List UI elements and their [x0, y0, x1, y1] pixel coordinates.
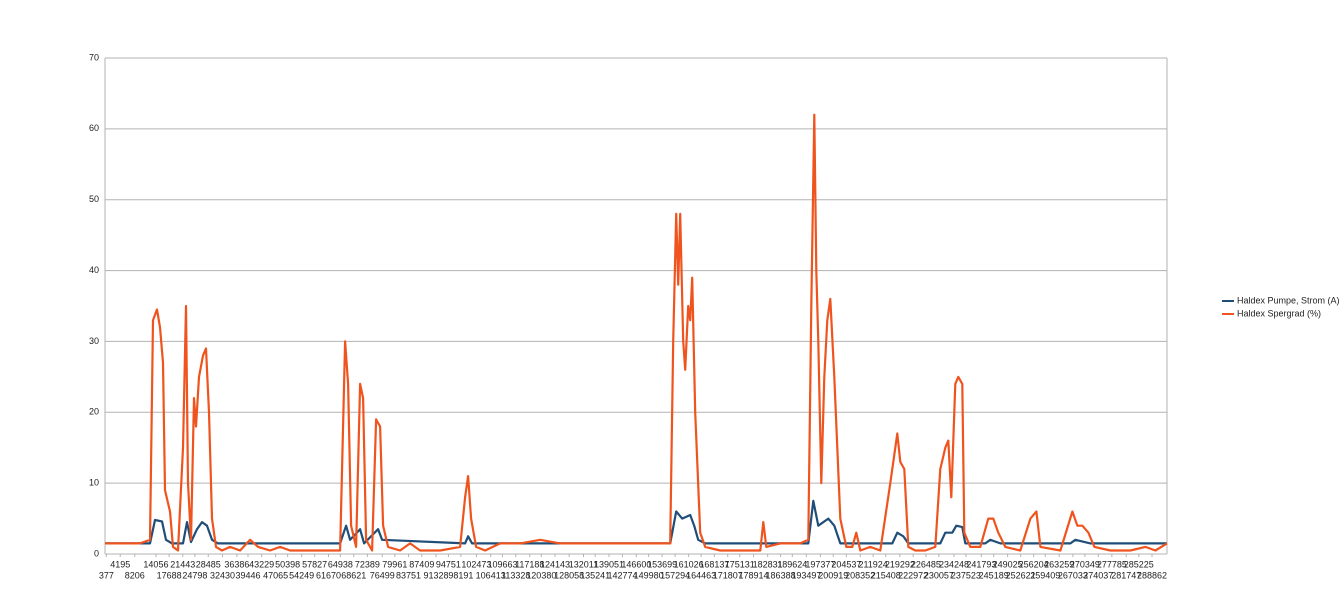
x-tick-label: 61670: [316, 570, 341, 580]
x-tick-label: 57827: [302, 559, 327, 569]
x-tick-label: 91328: [424, 570, 449, 580]
x-tick-label: 32430: [210, 570, 235, 580]
x-tick-label: 4195: [110, 559, 130, 569]
x-tick-label: 164463: [686, 570, 716, 580]
x-tick-label: 17688: [157, 570, 182, 580]
x-tick-label: 64938: [328, 559, 353, 569]
x-tick-label: 215408: [871, 570, 901, 580]
x-tick-label: 128058: [554, 570, 584, 580]
x-tick-label: 245189: [979, 570, 1009, 580]
y-tick-label: 60: [89, 123, 99, 133]
x-tick-label: 256204: [1019, 559, 1049, 569]
x-tick-label: 211924: [858, 559, 887, 569]
x-tick-label: 102473: [461, 559, 491, 569]
x-tick-label: 157294: [660, 570, 690, 580]
x-tick-label: 72389: [355, 559, 380, 569]
x-tick-label: 113328: [501, 570, 530, 580]
x-tick-label: 237523: [951, 570, 981, 580]
x-tick-label: 197377: [805, 559, 835, 569]
legend-label: Haldex Pumpe, Strom (A): [1237, 295, 1340, 305]
x-tick-label: 263259: [1044, 559, 1074, 569]
x-tick-label: 377: [99, 570, 114, 580]
x-tick-label: 146600: [621, 559, 651, 569]
x-tick-label: 277785: [1097, 559, 1127, 569]
x-tick-label: 106413: [476, 570, 506, 580]
x-tick-label: 43229: [249, 559, 274, 569]
x-tick-label: 139051: [594, 559, 624, 569]
y-tick-label: 50: [89, 194, 99, 204]
x-tick-label: 249025: [993, 559, 1023, 569]
x-tick-label: 28485: [196, 559, 221, 569]
x-tick-label: 21443: [170, 559, 195, 569]
x-tick-label: 175131: [725, 559, 755, 569]
legend-label: Haldex Spergrad (%): [1237, 308, 1321, 318]
x-tick-label: 270349: [1070, 559, 1100, 569]
x-tick-label: 39446: [235, 570, 260, 580]
x-tick-label: 208352: [845, 570, 875, 580]
x-tick-label: 120380: [526, 570, 556, 580]
series-line: [105, 499, 1167, 545]
x-tick-label: 54249: [289, 570, 314, 580]
y-tick-label: 10: [89, 478, 99, 488]
x-tick-label: 153699: [647, 559, 677, 569]
y-tick-label: 30: [89, 336, 99, 346]
x-tick-label: 142774: [607, 570, 637, 580]
x-tick-label: 234248: [939, 559, 969, 569]
y-tick-label: 70: [89, 52, 99, 62]
x-tick-label: 8206: [125, 570, 145, 580]
x-tick-label: 14056: [143, 559, 168, 569]
x-tick-label: 83751: [396, 570, 421, 580]
x-tick-label: 189624: [777, 559, 807, 569]
x-tick-label: 281747: [1111, 570, 1141, 580]
x-tick-label: 79961: [382, 559, 407, 569]
x-tick-label: 94751: [436, 559, 461, 569]
x-tick-label: 182831: [753, 559, 783, 569]
x-tick-label: 171807: [713, 570, 743, 580]
y-tick-label: 40: [89, 265, 99, 275]
y-tick-label: 20: [89, 407, 99, 417]
series-line: [105, 113, 1168, 552]
x-tick-label: 124143: [540, 559, 570, 569]
x-tick-label: 98191: [448, 570, 473, 580]
x-tick-label: 47065: [263, 570, 288, 580]
x-tick-label: 274037: [1083, 570, 1113, 580]
x-tick-label: 132011: [569, 559, 598, 569]
x-tick-label: 87409: [409, 559, 434, 569]
x-tick-label: 230057: [924, 570, 954, 580]
x-tick-label: 149980: [634, 570, 664, 580]
x-tick-label: 36386: [224, 559, 249, 569]
x-tick-label: 135241: [580, 570, 610, 580]
x-tick-label: 24798: [182, 570, 207, 580]
x-tick-label: 267033: [1058, 570, 1088, 580]
y-tick-label: 0: [94, 548, 99, 558]
x-tick-label: 186388: [766, 570, 796, 580]
x-tick-label: 109663: [487, 559, 517, 569]
x-tick-label: 168137: [699, 559, 729, 569]
x-tick-label: 226485: [911, 559, 941, 569]
x-tick-label: 161026: [674, 559, 704, 569]
x-tick-label: 193497: [791, 570, 821, 580]
x-tick-label: 259409: [1030, 570, 1060, 580]
x-tick-label: 50398: [275, 559, 300, 569]
x-tick-label: 68621: [341, 570, 366, 580]
x-tick-label: 178914: [738, 570, 768, 580]
x-tick-label: 285225: [1124, 559, 1154, 569]
x-tick-label: 117188: [515, 559, 544, 569]
x-tick-label: 200919: [818, 570, 848, 580]
x-tick-label: 204537: [831, 559, 861, 569]
x-tick-label: 288862: [1137, 570, 1167, 580]
x-tick-label: 252621: [1006, 570, 1036, 580]
x-tick-label: 222972: [898, 570, 928, 580]
x-tick-label: 219292: [885, 559, 915, 569]
x-tick-label: 76499: [370, 570, 395, 580]
x-tick-label: 241793: [966, 559, 996, 569]
